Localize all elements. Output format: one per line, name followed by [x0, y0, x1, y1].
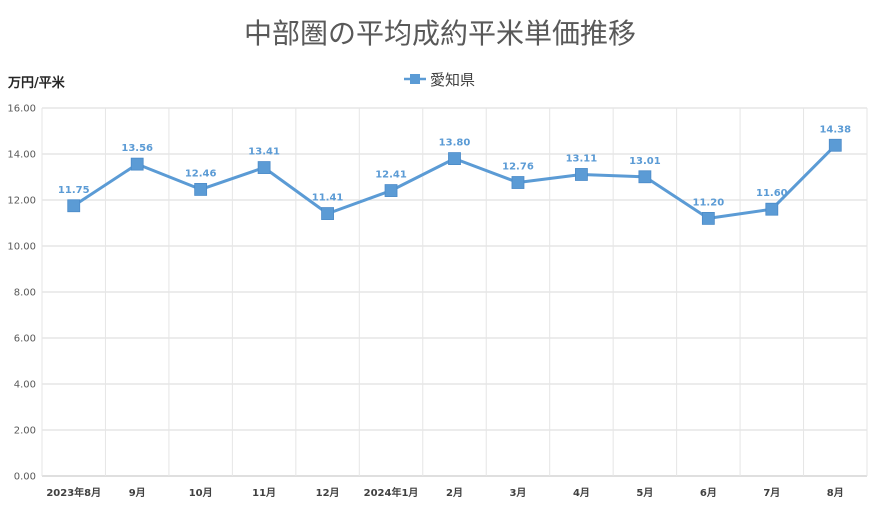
data-label: 13.01	[629, 156, 661, 167]
y-axis-ticks: 0.00 2.00 4.00 6.00 8.00 10.00 12.00 14.00 16.00	[7, 104, 36, 483]
data-point-marker	[257, 161, 271, 174]
data-point-marker	[828, 138, 842, 152]
data-labels: 11.75 13.56 12.46 13.41 11.41 12.41 13.80 12.76…	[58, 124, 851, 208]
data-label: 11.60	[756, 188, 788, 199]
x-tick-label: 7月	[763, 487, 780, 499]
y-tick-label: 4.00	[14, 380, 36, 391]
data-point-marker	[67, 199, 81, 213]
data-point-marker	[575, 168, 588, 181]
x-tick-label: 3月	[509, 487, 526, 499]
x-tick-label: 8月	[827, 487, 844, 499]
x-tick-label: 2023年8月	[46, 486, 101, 499]
data-point-marker	[701, 211, 715, 225]
x-tick-label: 4月	[573, 487, 590, 499]
legend-marker-swatch	[410, 74, 420, 84]
y-tick-label: 16.00	[7, 104, 36, 115]
data-point-marker	[511, 176, 525, 189]
x-tick-label: 6月	[700, 487, 717, 499]
x-tick-label: 11月	[252, 487, 276, 499]
y-tick-label: 12.00	[7, 196, 36, 207]
data-label: 11.75	[58, 185, 90, 196]
x-tick-label: 5月	[636, 487, 653, 499]
data-point-marker	[194, 183, 208, 196]
data-point-marker	[765, 202, 779, 216]
legend-series-label: 愛知県	[430, 71, 475, 89]
y-tick-label: 8.00	[14, 288, 36, 299]
y-axis-unit-label: 万円/平米	[7, 75, 66, 91]
data-label: 11.41	[312, 193, 344, 204]
legend: 愛知県	[404, 71, 475, 89]
data-point-marker	[130, 157, 144, 171]
x-tick-label: 9月	[129, 487, 146, 499]
series-aichi	[67, 138, 842, 225]
data-label: 14.38	[819, 124, 851, 135]
y-tick-label: 0.00	[14, 472, 36, 483]
data-point-marker	[321, 207, 334, 220]
data-point-marker	[638, 170, 652, 184]
x-tick-label: 2月	[446, 487, 463, 499]
y-tick-label: 10.00	[7, 242, 36, 253]
data-label: 13.80	[439, 138, 471, 149]
data-label: 12.76	[502, 162, 534, 173]
x-tick-label: 2024年1月	[364, 486, 419, 499]
x-tick-label: 10月	[189, 487, 213, 499]
x-tick-label: 12月	[316, 487, 340, 499]
y-tick-label: 6.00	[14, 334, 36, 345]
x-axis-ticks: 2023年8月 9月 10月 11月 12月 2024年1月 2月 3月 4月 5月 6月 7月 8月	[46, 486, 843, 499]
data-label: 11.20	[693, 197, 725, 208]
data-point-marker	[448, 152, 461, 166]
data-label: 13.56	[121, 143, 153, 154]
data-label: 13.41	[248, 147, 280, 158]
gridlines	[41, 107, 868, 477]
chart-title: 中部圏の平均成約平米単価推移	[244, 17, 636, 50]
data-label: 13.11	[566, 153, 598, 164]
data-point-marker	[384, 184, 398, 197]
data-label: 12.41	[375, 170, 407, 181]
y-tick-label: 14.00	[7, 150, 36, 161]
y-tick-label: 2.00	[14, 426, 36, 437]
data-label: 12.46	[185, 168, 217, 179]
